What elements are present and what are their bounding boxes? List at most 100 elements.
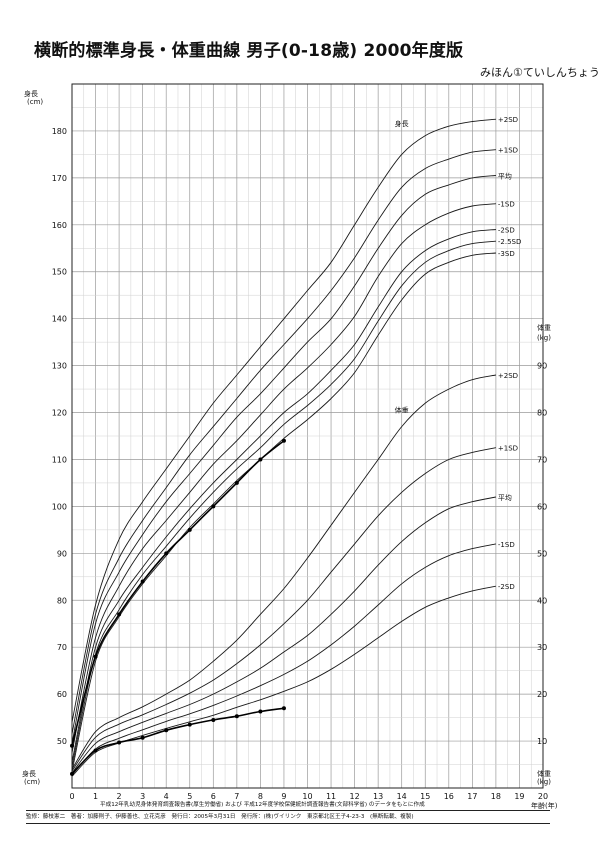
weight-tick-label: 80 [537, 409, 547, 418]
height-tick-label: 140 [52, 315, 67, 324]
patient-measurements [70, 438, 286, 776]
weight-tick-label: 40 [537, 596, 547, 605]
credits-bar: 監修：藤枝憲二 著者：加藤則子、伊藤善也、立花克彦 発行日：2005年3月31日… [26, 810, 550, 824]
age-tick-label: 1 [93, 792, 98, 801]
age-tick-label: 15 [420, 792, 430, 801]
height-tick-label: 170 [52, 174, 67, 183]
weight-label-plus2sd: +2SD [498, 372, 518, 380]
height-tick-label: 70 [57, 643, 67, 652]
age-axis-title: 年齢(年) [531, 801, 558, 810]
weight-label-minus2sd: -2SD [498, 583, 515, 591]
height-label-minus3sd: -3SD [498, 250, 515, 258]
weight-axis-title: 体重 [537, 323, 551, 332]
patient-height-point [140, 579, 145, 584]
height-label-mean: 平均 [498, 172, 512, 181]
height-section-title: 身長 [395, 119, 409, 128]
axis-tick-labels: 5060708090100110120130140150160170180102… [52, 127, 548, 801]
height-tick-label: 90 [57, 549, 67, 558]
age-tick-label: 5 [187, 792, 192, 801]
weight-curve-plus1sd [71, 447, 496, 772]
weight-curve-minus1sd [71, 543, 496, 776]
age-tick-label: 6 [211, 792, 216, 801]
patient-height-point [93, 654, 98, 659]
height-label-plus1sd: +1SD [498, 147, 518, 155]
patient-height-point [281, 438, 286, 443]
age-tick-label: 16 [444, 792, 454, 801]
height-tick-label: 50 [57, 737, 67, 746]
patient-weight-point [258, 709, 263, 714]
weight-tick-label: 50 [537, 549, 547, 558]
height-axis-unit: (cm) [27, 98, 43, 106]
age-tick-label: 7 [234, 792, 239, 801]
height-label-minus1sd: -1SD [498, 201, 515, 209]
page-title: 横断的標準身長・体重曲線 男子(0-18歳) 2000年度版 [34, 41, 464, 61]
weight-tick-label: 20 [537, 690, 547, 699]
reference-curves [71, 118, 496, 777]
patient-height-point [234, 480, 239, 485]
patient-height-line [71, 440, 285, 747]
age-tick-label: 12 [350, 792, 360, 801]
patient-weight-point [281, 706, 286, 711]
height-curve-plus1sd [71, 149, 496, 735]
patient-weight-point [117, 740, 122, 745]
weight-axis-title-bottom: 体重 [537, 769, 551, 778]
patient-weight-point [234, 714, 239, 719]
age-tick-label: 4 [164, 792, 169, 801]
age-tick-label: 13 [373, 792, 383, 801]
patient-weight-point [187, 722, 192, 727]
age-tick-label: 9 [281, 792, 286, 801]
weight-tick-label: 60 [537, 502, 547, 511]
height-curve-mean [71, 175, 496, 744]
height-curve-minus2-5sd [71, 240, 496, 767]
age-tick-label: 19 [514, 792, 524, 801]
patient-height-point [211, 504, 216, 509]
patient-weight-point [140, 735, 145, 740]
patient-height-point [117, 612, 122, 617]
patient-height-point [70, 743, 74, 748]
data-source-note: 平成12年乳幼児身体発育調査報告書(厚生労働省) および 平成12年度学校保健統… [100, 802, 425, 808]
age-tick-label: 10 [302, 792, 312, 801]
height-tick-label: 120 [52, 409, 67, 418]
weight-curve-plus2sd [71, 374, 496, 770]
height-curve-minus2sd [71, 229, 496, 763]
age-tick-label: 20 [538, 792, 548, 801]
weight-tick-label: 10 [537, 737, 547, 746]
age-tick-label: 2 [117, 792, 122, 801]
height-tick-label: 80 [57, 596, 67, 605]
age-tick-label: 17 [467, 792, 477, 801]
weight-curve-minus2sd [71, 585, 496, 777]
plot-frame [71, 83, 544, 789]
patient-weight-point [164, 728, 169, 733]
age-tick-label: 0 [69, 792, 74, 801]
weight-label-plus1sd: +1SD [498, 445, 518, 453]
age-tick-label: 8 [258, 792, 263, 801]
height-tick-label: 60 [57, 690, 67, 699]
height-curve-plus2sd [71, 118, 496, 723]
height-axis-title-bottom: 身長 [22, 769, 36, 778]
patient-weight-point [70, 771, 74, 776]
height-tick-label: 130 [52, 362, 67, 371]
height-tick-label: 160 [52, 221, 67, 230]
patient-weight-point [93, 748, 98, 753]
age-tick-label: 14 [397, 792, 407, 801]
height-label-plus2sd: +2SD [498, 116, 518, 124]
patient-height-point [258, 457, 263, 462]
height-axis-unit-bottom: (cm) [24, 778, 40, 786]
patient-name: みほん①ていしんちょう [480, 66, 600, 79]
weight-tick-label: 30 [537, 643, 547, 652]
age-tick-label: 11 [326, 792, 336, 801]
weight-label-mean: 平均 [498, 493, 512, 502]
height-tick-label: 180 [52, 127, 67, 136]
patient-weight-line [71, 707, 285, 775]
height-tick-label: 100 [52, 502, 67, 511]
weight-axis-unit: (kg) [537, 334, 551, 342]
height-curve-minus1sd [71, 203, 496, 753]
age-tick-label: 3 [140, 792, 145, 801]
height-axis-title: 身長 [24, 89, 38, 98]
weight-curve-mean [71, 496, 496, 774]
patient-weight-point [211, 717, 216, 722]
height-label-minus2-5sd: -2.5SD [498, 238, 522, 246]
series-labels: +2SD +1SD 平均 -1SD -2SD -2.5SD -3SD +2SD +1SD 平均 -1… [395, 116, 522, 591]
height-tick-label: 150 [52, 268, 67, 277]
